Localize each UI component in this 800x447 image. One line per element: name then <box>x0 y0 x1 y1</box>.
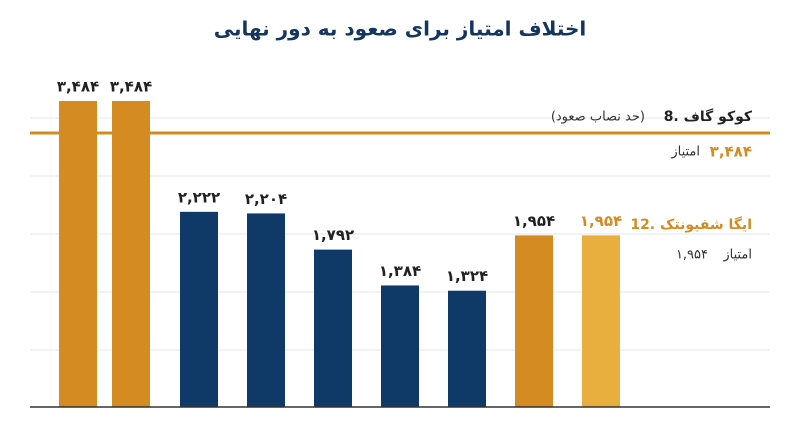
bar <box>180 211 218 407</box>
value-label: ۳,۴۸۴ <box>110 78 152 96</box>
annotation-name: 12. ایگا شفیونتک <box>630 216 752 233</box>
value-label: ۱,۷۹۲ <box>312 226 354 244</box>
bar <box>314 249 352 407</box>
bar <box>112 101 150 407</box>
annotation-value: ۱,۹۵۴ <box>676 248 708 263</box>
bar <box>247 213 285 407</box>
chart-title: اختلاف امتیاز برای صعود به دور نهایی <box>214 17 587 41</box>
annotation-name: 8. کوکو گاف <box>664 108 753 125</box>
value-label: ۳,۴۸۴ <box>57 78 99 96</box>
value-label: ۱,۳۸۴ <box>379 262 421 280</box>
bar <box>515 235 553 407</box>
annotation-unit: امتیاز <box>722 248 752 263</box>
value-label: ۲,۲۲۲ <box>178 188 220 206</box>
value-label: ۱,۹۵۴ <box>513 212 555 230</box>
annotation-unit: امتیاز <box>670 145 700 160</box>
annotation-value: ۳,۴۸۴ <box>710 143 752 161</box>
bar <box>582 235 620 407</box>
value-label: ۱,۹۵۴ <box>580 212 622 230</box>
bar <box>448 290 486 407</box>
bar <box>59 101 97 407</box>
value-label: ۱,۳۲۴ <box>446 267 488 285</box>
bar <box>381 285 419 407</box>
bars: ۳,۴۸۴ ۳,۴۸۴ ۲,۲۲۲ ۲,۲۰۴ ۱,۷۹۲ ۱,۳۸۴ ۱,۳۲۴ ۱,۹۵۴… <box>57 78 622 407</box>
annotation-note: (حد نصاب صعود) <box>551 110 645 125</box>
value-label: ۲,۲۰۴ <box>245 190 287 208</box>
